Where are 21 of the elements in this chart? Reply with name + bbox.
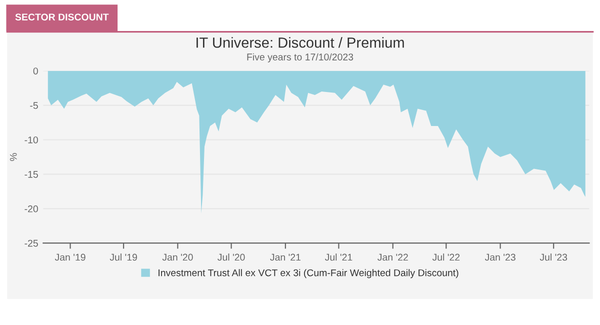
x-tick-label: Jan '19 bbox=[54, 254, 86, 261]
x-tick-label: Jul '23 bbox=[540, 254, 568, 261]
y-tick-label: 0 bbox=[33, 68, 38, 74]
x-tick-label: Jul '19 bbox=[110, 254, 137, 261]
y-tick-label: -10 bbox=[24, 136, 38, 144]
y-tick-label: -15 bbox=[24, 171, 38, 178]
y-tick-label: -5 bbox=[30, 102, 38, 109]
text: SECTOR DISCOUNT bbox=[15, 14, 109, 20]
x-tick-label: Jan '22 bbox=[378, 254, 408, 261]
x-tick-label: Jul '20 bbox=[218, 254, 245, 261]
chart-subtitle: Five years to 17/10/2023 bbox=[247, 53, 354, 62]
y-tick-label: -25 bbox=[24, 240, 38, 247]
chart-title: IT Universe: Discount / Premium bbox=[196, 37, 404, 48]
x-tick-label: Jul '21 bbox=[324, 254, 352, 261]
legend-label: Investment Trust All ex VCT ex 3i (Cum-Fair Weighted Daily Discount) bbox=[158, 269, 458, 278]
x-tick-label: Jan '21 bbox=[270, 254, 300, 261]
x-tick-label: Jul '22 bbox=[432, 254, 460, 261]
y-axis-title: % bbox=[10, 153, 17, 161]
x-tick-label: Jan '20 bbox=[162, 254, 193, 261]
y-tick-label: -20 bbox=[24, 205, 38, 212]
x-tick-label: Jan '23 bbox=[484, 254, 516, 261]
